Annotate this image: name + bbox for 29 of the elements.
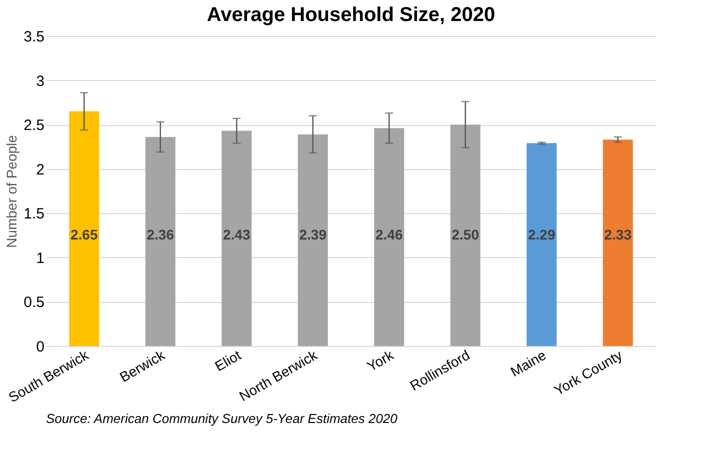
- bar: [450, 124, 480, 346]
- y-tick-label: 2.5: [24, 117, 44, 134]
- bar: [374, 128, 404, 346]
- y-tick-label: 1: [36, 250, 44, 267]
- x-tick-label: York: [364, 346, 397, 374]
- y-tick-label: 0: [36, 338, 44, 356]
- data-label: 2.29: [528, 226, 556, 242]
- data-label: 2.33: [604, 226, 632, 242]
- data-label: 2.50: [452, 226, 480, 242]
- bar: [69, 111, 100, 346]
- data-label: 2.36: [146, 226, 174, 242]
- y-tick-label: 0.5: [24, 294, 44, 312]
- bar: [602, 140, 633, 346]
- y-tick-label: 3: [36, 72, 44, 90]
- y-tick-label: 3.5: [24, 28, 44, 46]
- x-tick-label: Eliot: [212, 346, 244, 374]
- bar: [526, 143, 557, 346]
- data-label: 2.65: [70, 226, 98, 242]
- y-axis-title: Number of People: [4, 134, 20, 248]
- data-label: 2.39: [299, 226, 327, 242]
- bar: [222, 130, 252, 346]
- data-label: 2.43: [223, 226, 250, 242]
- y-tick-label: 1.5: [24, 206, 44, 223]
- y-tick-label: 2: [36, 161, 44, 178]
- chart-title: Average Household Size, 2020: [206, 4, 496, 26]
- data-label: 2.46: [376, 226, 403, 242]
- bar: [298, 134, 328, 346]
- source-note: Source: American Community Survey 5-Year Estimates 2020: [46, 411, 398, 426]
- bar: [145, 136, 176, 346]
